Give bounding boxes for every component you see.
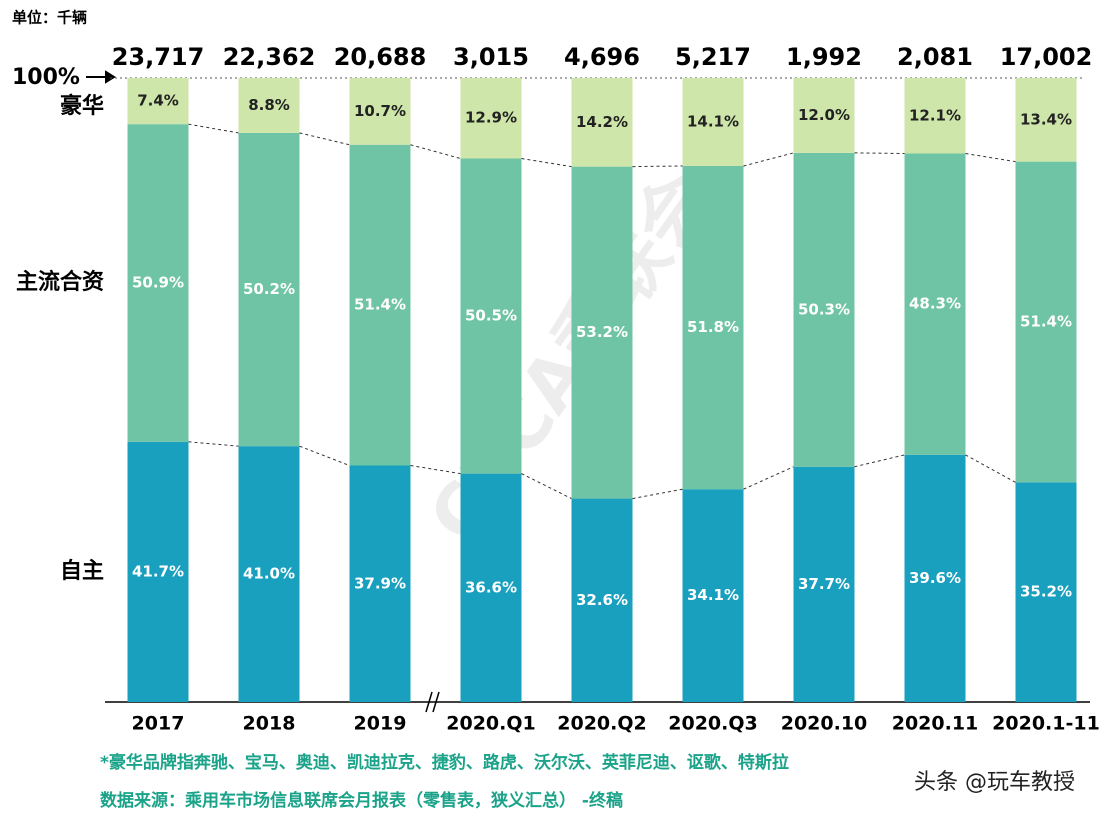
bar-segment [127,441,189,702]
x-tick-label: 2020.11 [892,713,979,735]
connector-line [410,465,461,475]
credit: 头条 @玩车教授 [914,770,1075,795]
unit-label: 单位：千辆 [12,9,87,27]
bar-segment [238,132,300,447]
x-tick-label: 2019 [354,713,407,735]
bar-segment [571,498,633,702]
value-label: 34.1% [687,586,739,604]
connector-line [743,466,794,490]
bar-segment [238,78,300,133]
connector-line [299,132,350,146]
bar-segment [349,144,411,466]
bar-segment [460,473,522,702]
bar-segment [1015,482,1077,702]
arrow [86,70,116,84]
value-label: 51.4% [1020,312,1072,330]
series-label: 主流合资 [16,269,104,295]
connector-line [632,165,683,168]
value-label: 37.7% [798,575,850,593]
total-label: 17,002 [1000,43,1093,71]
value-label: 50.2% [243,280,295,298]
bar-segment [1015,161,1077,483]
value-label: 8.8% [248,96,290,114]
total-label: 3,015 [453,43,529,71]
value-label: 14.1% [687,112,739,130]
value-label: 39.6% [909,569,961,587]
value-label: 41.0% [243,565,295,583]
x-tick-label: 2020.Q3 [668,713,757,735]
value-label: 32.6% [576,591,628,609]
bar-segment [127,124,189,442]
value-label: 50.3% [798,300,850,318]
connector-line [743,152,794,167]
bar-segment [349,465,411,702]
x-tick-label: 2020.Q2 [557,713,646,735]
total-label: 5,217 [675,43,751,71]
value-label: 48.3% [909,295,961,313]
bar-segment [460,78,522,159]
bar-segment [793,152,855,467]
value-label: 51.4% [354,296,406,314]
connector-line [521,158,572,168]
connector-line [410,144,461,159]
total-label: 20,688 [334,43,427,71]
value-label: 50.5% [465,307,517,325]
value-label: 36.6% [465,578,517,596]
x-tick-label: 2017 [132,713,185,735]
value-label: 50.9% [132,273,184,291]
bar-segment [460,158,522,474]
bar-segment [349,78,411,145]
watermark: CPCA乘联会 [413,157,729,558]
value-label: 53.2% [576,323,628,341]
x-tick-label: 2020.10 [781,713,868,735]
bar-segment [682,165,744,490]
series-label: 豪华 [60,93,104,119]
series-label: 自主 [60,558,104,584]
connector-line [632,488,683,500]
footnote: *豪华品牌指奔驰、宝马、奥迪、凯迪拉克、捷豹、路虎、沃尔沃、英菲尼迪、讴歌、特斯… [100,752,789,773]
value-label: 35.2% [1020,583,1072,601]
total-label: 2,081 [897,43,973,71]
bar-segment [793,466,855,702]
footnote: 数据来源：乘用车市场信息联席会月报表（零售表，狭义汇总） -终稿 [100,790,623,811]
value-label: 7.4% [137,92,179,110]
x-tick-label: 2020.1-11 [992,713,1099,735]
bar-segment [682,489,744,702]
y-tick-label: 100% [12,65,80,90]
value-label: 12.9% [465,109,517,127]
bar-segment [682,78,744,166]
connector-line [188,441,239,447]
x-tick-label: 2018 [243,713,296,735]
bar-segment [127,78,189,125]
bar-segment [571,78,633,167]
connector-line [188,123,239,134]
total-label: 23,717 [112,43,205,71]
bar-segment [793,78,855,153]
bar-segment [571,166,633,499]
connector-line [854,152,905,155]
value-label: 37.9% [354,574,406,592]
x-tick-label: 2020.Q1 [446,713,535,735]
connector-line [854,454,905,468]
bar-segment [1015,78,1077,162]
bar-segment [904,454,966,702]
connector-line [299,445,350,466]
value-label: 41.7% [132,562,184,580]
connector-line [965,454,1016,483]
value-label: 14.2% [576,113,628,131]
total-label: 22,362 [223,43,316,71]
bar-segment [238,446,300,702]
total-label: 4,696 [564,43,640,71]
value-label: 13.4% [1020,110,1072,128]
bar-segment [904,78,966,154]
value-label: 51.8% [687,318,739,336]
value-label: 12.1% [909,106,961,124]
total-label: 1,992 [786,43,862,71]
value-label: 12.0% [798,106,850,124]
bar-segment [904,153,966,455]
value-label: 10.7% [354,102,406,120]
connector-line [965,153,1016,163]
